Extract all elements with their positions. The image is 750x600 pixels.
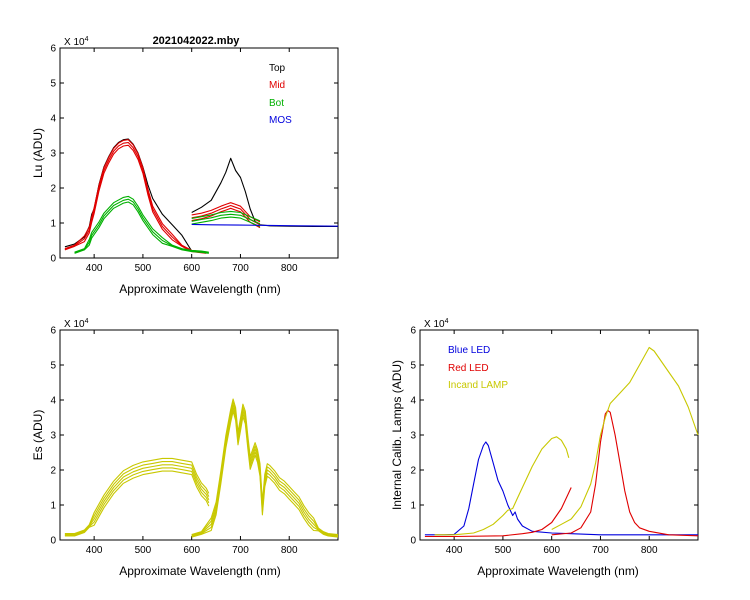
- calib-ylabel: Internal Calib. Lamps (ADU): [390, 360, 404, 510]
- es-series-es-1-3: [191, 401, 339, 536]
- lu-series-mid-2-2: [64, 139, 207, 253]
- es-ytick-label-3: 3: [50, 431, 56, 442]
- calib-ytick-label-2: 2: [410, 466, 416, 477]
- calib-xtick-label-600: 600: [543, 545, 560, 556]
- calib-series-red-led-2-0: [551, 409, 699, 537]
- calib-xtick-label-800: 800: [641, 545, 658, 556]
- calib-plot-frame: [419, 329, 699, 541]
- es-ytick-label-4: 4: [50, 396, 56, 407]
- calib-xtick-label-400: 400: [446, 545, 463, 556]
- lu-ytick-label-5: 5: [50, 79, 56, 90]
- calib-ytick-label-1: 1: [410, 501, 416, 512]
- es-xtick-label-600: 600: [183, 545, 200, 556]
- es-ytick-label-1: 1: [50, 501, 56, 512]
- lu-xlabel: Approximate Wavelength (nm): [119, 282, 281, 296]
- lu-series-bot-5-2: [191, 210, 261, 222]
- panel-es: X 104 Approximate Wavelength (nm) Es (AD…: [31, 318, 339, 578]
- calib-legend-red-led: Red LED: [448, 363, 489, 374]
- es-xtick-label-700: 700: [232, 545, 249, 556]
- lu-multiplier: X 104: [64, 36, 89, 48]
- lu-series-mid-2-0: [64, 144, 207, 254]
- lu-legend-bot: Bot: [269, 98, 284, 109]
- es-multiplier-base: X 10: [64, 319, 85, 330]
- lu-series-mid-2-1: [64, 141, 207, 254]
- lu-ytick-label-4: 4: [50, 114, 56, 125]
- es-ytick-label-0: 0: [50, 536, 56, 547]
- calib-xlabel: Approximate Wavelength (nm): [477, 564, 639, 578]
- es-xlabel: Approximate Wavelength (nm): [119, 564, 281, 578]
- calib-ytick-label-6: 6: [410, 326, 416, 337]
- es-axis-ticks: 400 500 600 700 800 0 1 2 3 4 5 6: [50, 326, 338, 556]
- es-series-es-1-0: [191, 410, 339, 538]
- lu-series-mid-3-2: [191, 202, 261, 223]
- calib-legend-blue-led: Blue LED: [448, 345, 490, 356]
- es-series-es-1-4: [191, 398, 339, 536]
- calib-xtick-label-700: 700: [592, 545, 609, 556]
- es-series-group: [64, 398, 339, 538]
- lu-series-bot-4-1: [74, 198, 209, 254]
- lu-axis-ticks: 400 500 600 700 800 0 1 2 3 4 5 6: [50, 44, 338, 274]
- calib-ytick-label-3: 3: [410, 431, 416, 442]
- lu-ylabel: Lu (ADU): [31, 128, 45, 178]
- calib-ytick-label-4: 4: [410, 396, 416, 407]
- panel-calib: X 104 Approximate Wavelength (nm) Intern…: [390, 318, 699, 578]
- lu-legend-mid: Mid: [269, 80, 285, 91]
- lu-series-bot-5-0: [191, 216, 261, 228]
- calib-legend-incand-lamp: Incand LAMP: [448, 380, 508, 391]
- calib-multiplier-base: X 10: [424, 319, 445, 330]
- panel-lu: 2021042022.mby X 104 Approximate Wavelen…: [31, 35, 339, 296]
- lu-series-bot-5-1: [191, 213, 261, 225]
- lu-xtick-label-500: 500: [135, 263, 152, 274]
- calib-series-incand-lamp-3-0: [434, 436, 570, 536]
- es-ylabel: Es (ADU): [31, 410, 45, 461]
- lu-legend-mos: MOS: [269, 115, 292, 126]
- es-ytick-label-5: 5: [50, 361, 56, 372]
- es-xtick-label-800: 800: [281, 545, 298, 556]
- calib-axis-ticks: 400 500 600 700 800 0 1 2 3 4 5 6: [410, 326, 698, 556]
- lu-xtick-label-800: 800: [281, 263, 298, 274]
- lu-ytick-label-6: 6: [50, 44, 56, 55]
- es-series-es-0-4: [64, 457, 210, 535]
- calib-multiplier-exp: 4: [445, 318, 449, 325]
- calib-series-red-led-1-0: [424, 487, 572, 538]
- lu-multiplier-base: X 10: [64, 37, 85, 48]
- calib-ytick-label-5: 5: [410, 361, 416, 372]
- es-ytick-label-6: 6: [50, 326, 56, 337]
- es-ytick-label-2: 2: [50, 466, 56, 477]
- lu-ytick-label-3: 3: [50, 149, 56, 160]
- lu-legend-top: Top: [269, 63, 286, 74]
- calib-series-blue-led-0-0: [424, 441, 698, 536]
- calib-series-incand-lamp-4-0: [551, 346, 699, 530]
- lu-series-group: [64, 138, 339, 254]
- calib-xtick-label-500: 500: [495, 545, 512, 556]
- lu-series-mos-6-0: [191, 223, 339, 227]
- lu-legend: Top Mid Bot MOS: [269, 63, 292, 126]
- calib-ytick-label-0: 0: [410, 536, 416, 547]
- lu-series-bot-4-2: [74, 195, 209, 253]
- lu-title: 2021042022.mby: [153, 35, 241, 47]
- lu-xtick-label-600: 600: [183, 263, 200, 274]
- lu-xtick-label-700: 700: [232, 263, 249, 274]
- calib-series-group: [424, 346, 699, 538]
- lu-ytick-label-1: 1: [50, 219, 56, 230]
- lu-ytick-label-0: 0: [50, 254, 56, 265]
- lu-ytick-label-2: 2: [50, 184, 56, 195]
- lu-xtick-label-400: 400: [86, 263, 103, 274]
- es-xtick-label-400: 400: [86, 545, 103, 556]
- calib-multiplier: X 104: [424, 318, 449, 330]
- es-multiplier: X 104: [64, 318, 89, 330]
- es-multiplier-exp: 4: [85, 318, 89, 325]
- calib-legend: Blue LED Red LED Incand LAMP: [448, 345, 508, 391]
- lu-multiplier-exp: 4: [85, 36, 89, 43]
- es-xtick-label-500: 500: [135, 545, 152, 556]
